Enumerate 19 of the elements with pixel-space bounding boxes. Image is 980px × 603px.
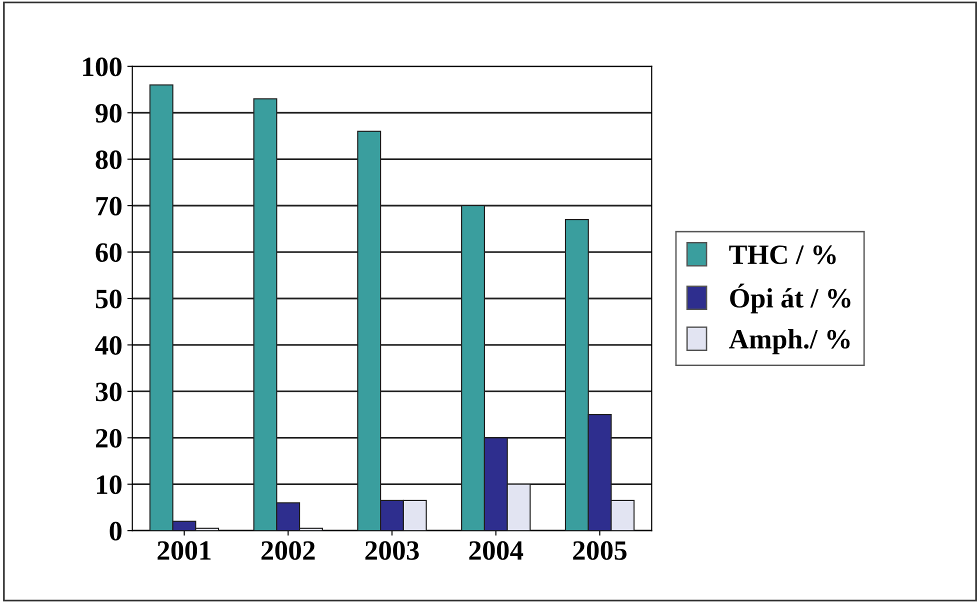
legend-label: Ópi át / % [730,284,850,314]
y-tick-label: 60 [96,243,122,262]
x-tick-label: 2002 [262,541,315,560]
y-tick-label: 90 [96,104,122,123]
y-tick-label: 20 [96,428,122,448]
y-tick-label: 80 [96,150,122,170]
y-tick-label: 70 [96,196,122,216]
x-tick-label: 2005 [573,541,627,560]
x-tick-label: 2003 [365,541,419,560]
y-tick-label: 100 [83,57,122,76]
y-tick-label: 10 [97,475,122,494]
y-tick-label: 50 [96,290,122,308]
legend-label: THC / % [729,245,836,264]
x-tick-label: 2004 [469,541,524,560]
x-tick-label: 2001 [158,541,211,560]
legend-label: Amph./ % [729,329,850,354]
y-tick-label: 0 [110,522,122,541]
y-tick-label: 40 [95,336,122,355]
y-tick-label: 30 [96,382,122,402]
